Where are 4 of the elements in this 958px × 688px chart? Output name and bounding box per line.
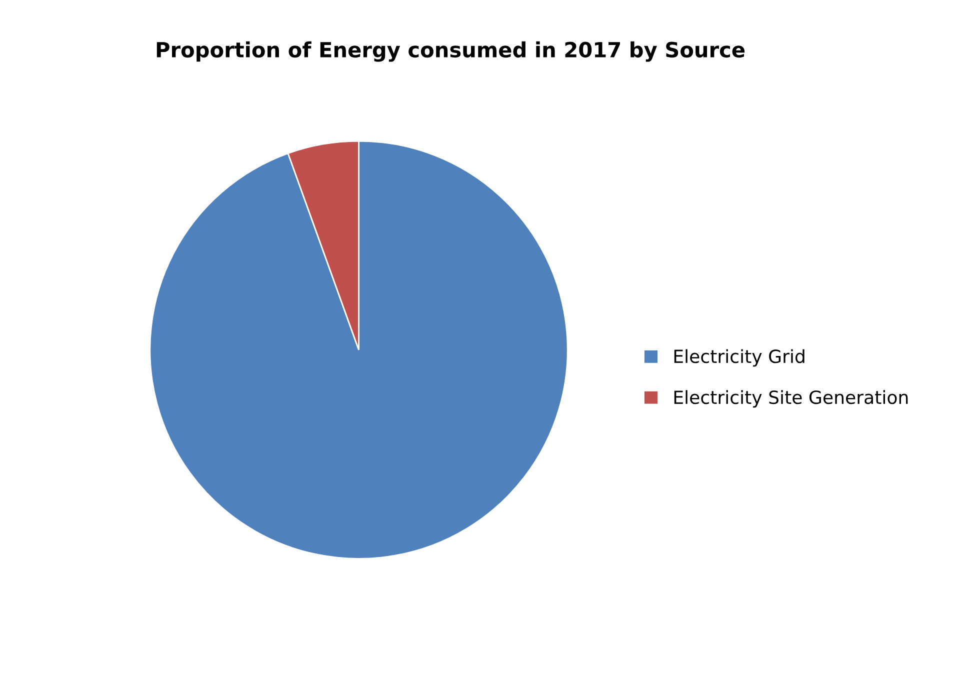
legend-label: Electricity Grid <box>674 349 804 367</box>
legend-label: Electricity Site Generation <box>674 390 908 408</box>
chart-title: Proportion of Energy consumed in 2017 by Source <box>156 41 745 62</box>
pie-slice <box>149 140 568 560</box>
